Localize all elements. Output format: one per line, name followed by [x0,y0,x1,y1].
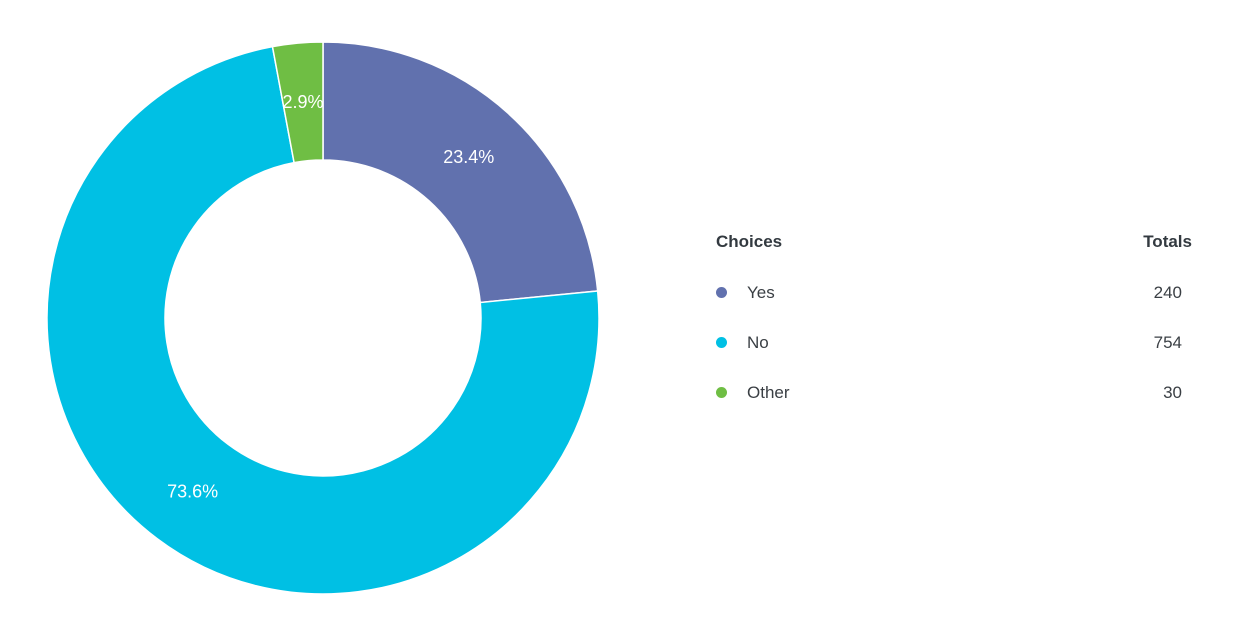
legend-row-no: No 754 [716,308,1196,358]
legend-marker-yes [716,287,727,298]
donut-chart-area: 23.4% 73.6% 2.9% [46,41,600,595]
legend-total-no: 754 [1153,333,1182,352]
slice-label-yes: 23.4% [443,147,494,167]
legend-header: Choices Totals [716,228,1196,258]
donut-slice-other[interactable] [271,41,324,164]
legend-total-other: 30 [1163,383,1182,402]
legend-table: Choices Totals Yes 240 No 754 Other 30 [716,228,1196,408]
legend-row-yes: Yes 240 [716,258,1196,308]
legend-label-yes: Yes [747,283,775,302]
legend-row-other: Other 30 [716,358,1196,408]
donut-chart: 23.4% 73.6% 2.9% [46,41,600,595]
legend-label-no: No [747,333,769,352]
donut-slice-no[interactable] [46,45,600,595]
legend-marker-no [716,337,727,348]
legend-marker-other [716,387,727,398]
donut-slice-yes[interactable] [322,41,599,304]
legend-header-totals: Totals [1143,232,1192,251]
slice-label-no: 73.6% [167,481,218,501]
legend-header-choices: Choices [716,232,783,251]
legend-label-other: Other [747,383,790,402]
slice-label-other: 2.9% [283,92,324,112]
legend-total-yes: 240 [1153,283,1182,302]
